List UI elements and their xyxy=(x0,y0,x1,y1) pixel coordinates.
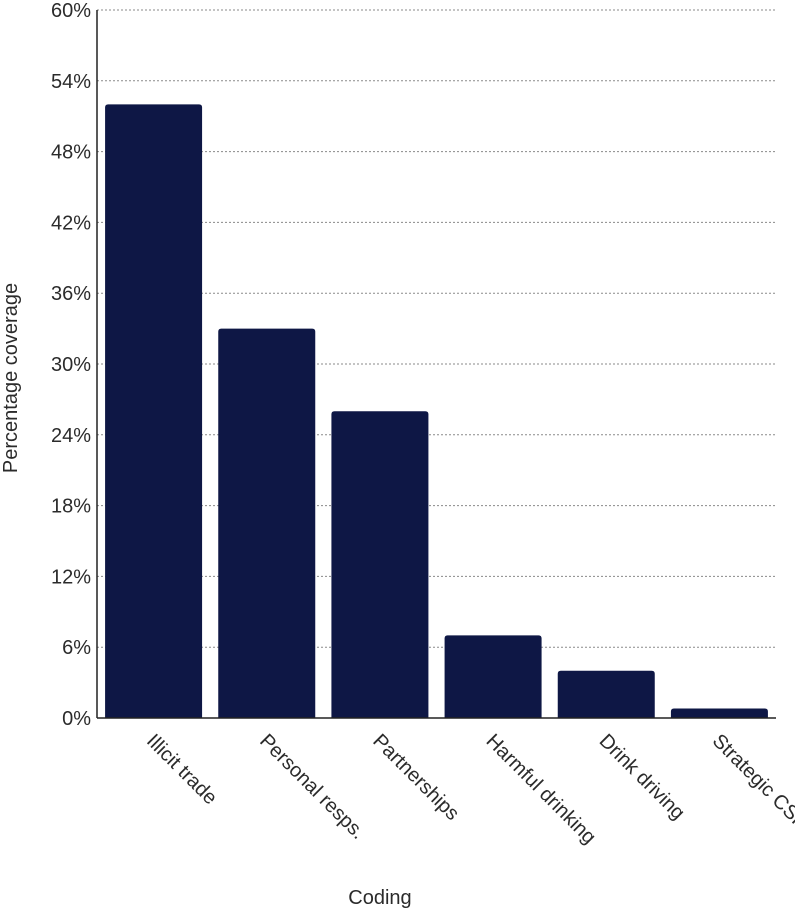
y-tick-label: 60% xyxy=(51,0,91,22)
x-tick-labels: Illicit trade Personal resps. Partnerships… xyxy=(142,730,795,849)
bars xyxy=(105,104,768,718)
bar xyxy=(557,670,655,718)
bar xyxy=(218,328,316,718)
bar xyxy=(331,411,429,718)
bar xyxy=(670,708,768,718)
bar xyxy=(105,104,203,718)
y-tick-label: 6% xyxy=(62,637,91,659)
x-tick-label: Harmful drinking xyxy=(482,730,601,849)
x-tick-label: Drink driving xyxy=(595,730,689,824)
y-tick-label: 12% xyxy=(51,566,91,588)
y-tick-label: 42% xyxy=(51,212,91,234)
x-tick-label: Personal resps. xyxy=(255,730,369,844)
y-axis-title: Percentage coverage xyxy=(0,283,22,473)
y-tick-label: 48% xyxy=(51,142,91,164)
y-tick-label: 30% xyxy=(51,354,91,376)
x-tick-label: Strategic CSR xyxy=(708,730,795,835)
x-axis-title: Coding xyxy=(348,887,411,909)
y-tick-label: 0% xyxy=(62,708,91,730)
y-tick-label: 54% xyxy=(51,71,91,93)
y-tick-label: 36% xyxy=(51,283,91,305)
x-tick-label: Illicit trade xyxy=(142,730,221,809)
y-tick-label: 24% xyxy=(51,425,91,447)
x-tick-label: Partnerships xyxy=(368,730,463,825)
y-tick-labels: 0% 6% 12% 18% 24% 30% 36% 42% 48% 54% 60% xyxy=(51,0,91,730)
bar xyxy=(444,635,542,718)
gridlines xyxy=(97,9,776,648)
y-tick-label: 18% xyxy=(51,496,91,518)
